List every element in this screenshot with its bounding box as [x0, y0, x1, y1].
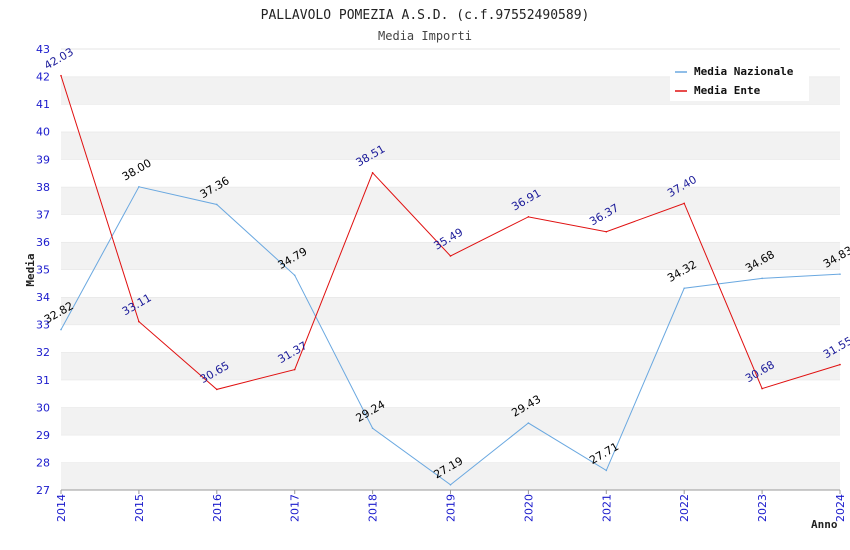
data-point-media-ente	[761, 387, 763, 390]
chart-subtitle: Media Importi	[378, 29, 472, 43]
legend-label-media-nazionale: Media Nazionale	[694, 65, 794, 78]
data-point-media-ente	[293, 368, 296, 371]
y-axis-ticks: 27 28 29 30 31 32 33 34 35 36 37 38 39 40 41 42 43	[36, 43, 50, 497]
grid-band	[61, 434, 840, 463]
x-tick-label: 2015	[133, 494, 146, 522]
y-tick-label: 28	[36, 456, 50, 469]
y-tick-label: 29	[36, 429, 50, 442]
x-tick-label: 2014	[55, 494, 68, 522]
data-point-media-ente	[839, 363, 841, 366]
y-tick-label: 36	[36, 236, 50, 249]
data-point-media-nazionale	[216, 203, 218, 206]
data-point-media-nazionale	[605, 469, 608, 472]
data-point-media-ente	[371, 171, 374, 174]
y-tick-label: 31	[36, 374, 50, 387]
grid-band	[61, 352, 840, 380]
data-point-media-nazionale	[449, 483, 452, 486]
x-tick-label: 2016	[211, 494, 224, 522]
x-tick-label: 2020	[522, 494, 535, 522]
y-tick-label: 40	[36, 126, 50, 139]
y-tick-label: 42	[36, 71, 50, 84]
x-axis-label: Anno	[811, 518, 838, 531]
y-tick-label: 39	[36, 153, 50, 166]
data-point-media-nazionale	[683, 287, 685, 290]
data-point-media-nazionale	[60, 328, 62, 331]
x-tick-label: 2018	[367, 494, 380, 522]
legend-label-media-ente: Media Ente	[694, 84, 761, 97]
chart-title: PALLAVOLO POMEZIA A.S.D. (c.f.9755249058…	[261, 8, 590, 23]
legend-box	[670, 59, 809, 101]
grid-band	[61, 159, 840, 187]
data-point-media-ente	[216, 388, 218, 391]
x-axis-ticks: 2014 2015 2016 2017 2018 2019 2020 2021 2022 2023…	[55, 490, 847, 522]
series-lines	[60, 74, 841, 486]
grid-band	[61, 186, 840, 215]
grid-bands	[61, 48, 840, 490]
y-tick-label: 43	[36, 43, 50, 56]
data-point-media-nazionale	[839, 273, 841, 275]
grid-band	[61, 131, 840, 160]
y-tick-label: 27	[36, 484, 50, 497]
data-point-media-ente	[683, 202, 685, 205]
data-point-media-nazionale	[138, 186, 140, 188]
grid-band	[61, 379, 840, 408]
x-tick-label: 2021	[600, 494, 613, 522]
grid-band	[61, 104, 840, 132]
grid-band	[61, 324, 840, 353]
x-tick-label: 2023	[756, 494, 769, 522]
data-point-media-ente	[527, 216, 530, 218]
legend: Media Nazionale Media Ente	[670, 59, 809, 101]
y-tick-label: 33	[36, 319, 50, 332]
x-tick-label: 2019	[445, 494, 458, 522]
y-tick-label: 34	[36, 291, 50, 304]
grid-band	[61, 297, 840, 325]
y-axis-label: Media	[24, 253, 37, 286]
data-point-media-nazionale	[761, 277, 763, 280]
y-tick-label: 32	[36, 346, 50, 359]
y-tick-label: 37	[36, 208, 50, 221]
y-tick-label: 35	[36, 264, 50, 277]
grid-band	[61, 407, 840, 435]
data-point-media-ente	[449, 255, 452, 257]
data-point-media-nazionale	[371, 427, 374, 430]
data-point-media-ente	[138, 320, 140, 323]
y-tick-label: 38	[36, 181, 50, 194]
x-tick-label: 2022	[678, 494, 691, 522]
y-tick-label: 30	[36, 401, 50, 414]
grid-band	[61, 269, 840, 298]
data-point-media-nazionale	[527, 422, 530, 424]
x-tick-label: 2024	[834, 494, 847, 522]
y-tick-label: 41	[36, 98, 50, 111]
data-point-media-ente	[605, 230, 608, 233]
data-point-media-nazionale	[293, 274, 296, 277]
x-tick-label: 2017	[289, 494, 302, 522]
grid-band	[61, 214, 840, 242]
data-point-media-ente	[60, 74, 62, 77]
